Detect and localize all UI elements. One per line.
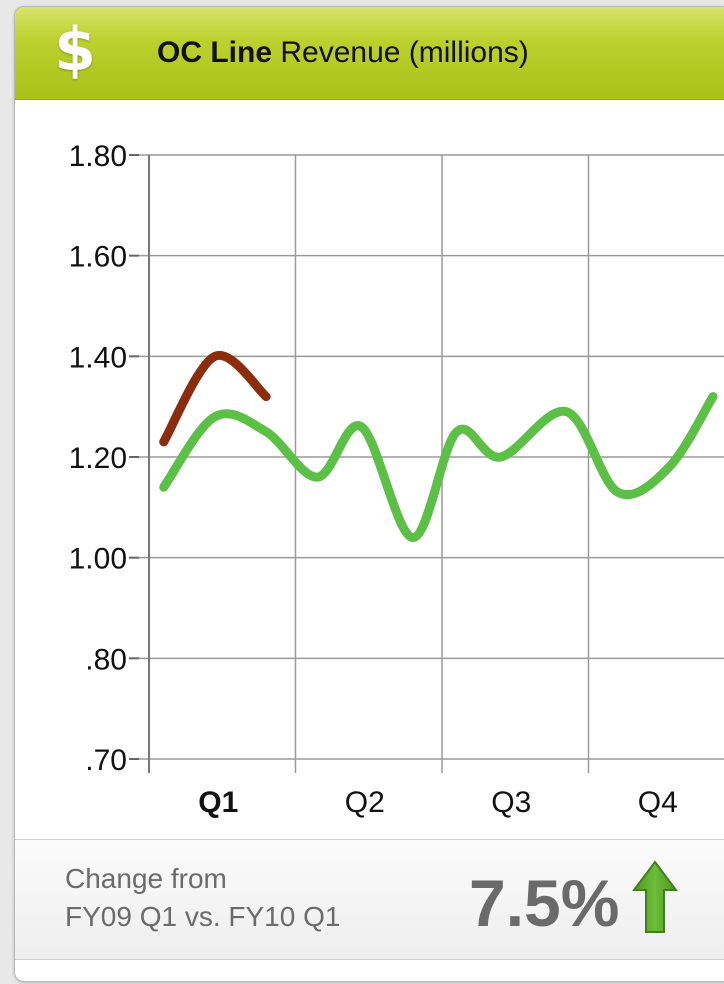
- change-footer: Change from FY09 Q1 vs. FY10 Q1 7.5%: [15, 839, 724, 960]
- y-tick-label: 1.80: [69, 140, 127, 173]
- revenue-widget: $ OC Line Revenue (millions) .70 .80 1.00 1…: [14, 6, 724, 982]
- dollar-icon: $: [54, 15, 96, 85]
- y-tick-label: 1.20: [69, 442, 127, 475]
- y-tick-label: 1.60: [69, 241, 127, 274]
- revenue-line-chart: .70 .80 1.00 1.20 1.40 1.60 1.80 Q1 Q2 Q3 Q4: [69, 140, 724, 819]
- up-arrow-icon: [632, 860, 678, 933]
- title-rest: Revenue (millions): [272, 36, 529, 69]
- y-tick-label: 1.00: [69, 543, 127, 576]
- x-tick-label: Q4: [638, 786, 678, 819]
- x-tick-label: Q1: [198, 786, 238, 819]
- series-line-1: [159, 351, 271, 447]
- series-line-0: [159, 392, 718, 542]
- y-tick-label: .70: [85, 744, 127, 777]
- change-value: 7.5%: [469, 866, 620, 940]
- change-label-line1: Change from: [65, 863, 227, 894]
- y-tick-label: 1.40: [69, 341, 127, 374]
- y-tick-label: .80: [85, 643, 127, 676]
- change-label-line2: FY09 Q1 vs. FY10 Q1: [65, 901, 341, 932]
- widget-header: $ OC Line Revenue (millions): [15, 7, 724, 100]
- x-tick-label: Q2: [345, 786, 385, 819]
- x-tick-label: Q3: [491, 786, 531, 819]
- title-bold: OC Line: [157, 36, 273, 69]
- widget-title: OC Line Revenue (millions): [157, 36, 529, 70]
- change-label: Change from FY09 Q1 vs. FY10 Q1: [65, 860, 340, 936]
